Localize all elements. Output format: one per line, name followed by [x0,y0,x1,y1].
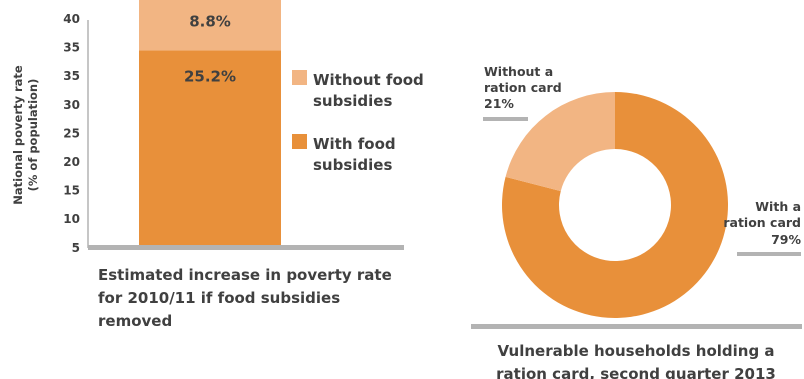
legend-label-with-line-1: With food [313,135,396,153]
y-tick-label: 25 [63,126,80,140]
y-tick-label: 10 [63,212,80,226]
bar-chart: National poverty rate (% of population) … [11,0,424,330]
y-tick-label: 40 [63,12,80,26]
donut-leader-with [737,252,801,256]
bar-label-with-subsidies: 25.2% [184,67,236,85]
y-tick-label: 20 [63,155,80,169]
bar-caption-line-2: for 2010/11 if food subsidies [98,289,340,307]
donut-slice-without-ration-card [505,92,615,192]
donut-label-with-line-2: ration card [723,215,801,230]
donut-leader-without [483,117,528,121]
donut-baseline [471,324,802,329]
donut-label-without-line-1: Without a [484,64,553,79]
legend-swatch-with-subsidies [292,134,307,149]
bar-segment-with-subsidies [139,50,281,248]
donut-caption-line-2: ration card, second quarter 2013 [496,365,776,379]
y-tick-label: 35 [63,41,80,55]
bar-caption-line-3: removed [98,312,172,330]
donut-caption-line-1: Vulnerable households holding a [497,342,774,360]
donut-label-without-line-2: ration card [484,80,562,95]
y-axis-title-line-2: (% of population) [26,79,40,192]
bar-segment-without-subsidies [139,0,281,51]
y-tick-label: 35 [63,69,80,83]
bar-label-without-subsidies: 8.8% [189,13,231,31]
legend-swatch-without-subsidies [292,70,307,85]
donut-label-with-value: 79% [771,232,801,247]
bar-caption-line-1: Estimated increase in poverty rate [98,266,392,284]
donut-slice-with-ration-card [502,92,729,319]
y-tick-label: 5 [72,241,80,255]
donut-label-with-line-1: With a [755,199,801,214]
x-axis-bar [88,245,404,250]
donut-label-without-value: 21% [484,96,514,111]
y-axis-ticks: 40 35 35 30 25 20 15 10 5 [63,12,80,255]
legend-label-without-line-2: subsidies [313,92,392,110]
y-tick-label: 15 [63,184,80,198]
y-axis-title-line-1: National poverty rate [11,65,25,205]
legend-label-with-line-2: subsidies [313,156,392,174]
donut-chart: Without a ration card 21% With a ration … [471,64,802,379]
y-tick-label: 30 [63,98,80,112]
legend-label-without-line-1: Without food [313,71,424,89]
